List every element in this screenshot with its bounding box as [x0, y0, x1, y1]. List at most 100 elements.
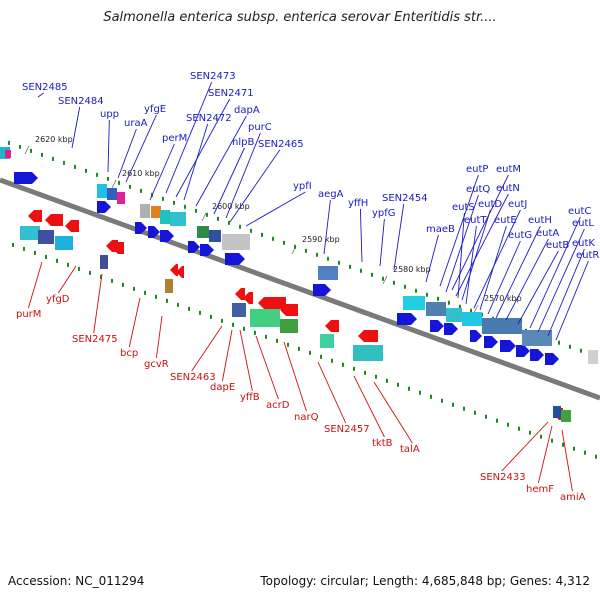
leader-line — [255, 335, 279, 400]
leader-line — [451, 174, 509, 291]
gene-arrow-forward — [148, 226, 160, 238]
tick-mark — [195, 208, 197, 213]
tick-mark — [426, 292, 428, 297]
gene-feature-box — [403, 296, 425, 310]
gene-feature-box — [165, 279, 173, 293]
gene-arrow-reverse — [112, 242, 124, 254]
leader-line — [353, 375, 385, 438]
leader-line — [501, 421, 549, 472]
leader-line — [373, 381, 413, 444]
gene-arrow-forward — [397, 313, 417, 325]
gene-arrow-forward — [516, 345, 530, 357]
leader-line — [547, 248, 585, 337]
gene-feature-box — [209, 230, 221, 242]
leader-line — [107, 119, 110, 173]
tick-mark — [228, 220, 230, 225]
gene-label-eutT: eutT — [464, 215, 487, 226]
scale-leader — [111, 179, 117, 189]
tick-mark — [276, 338, 278, 343]
gene-arrow-forward — [200, 244, 214, 256]
tick-mark — [353, 366, 355, 371]
leader-line — [71, 106, 81, 149]
tick-mark — [166, 298, 168, 303]
gene-arrow-forward — [160, 230, 174, 242]
tick-mark — [349, 264, 351, 269]
gene-label-eutQ: eutQ — [466, 184, 490, 195]
gene-label-eutN: eutN — [496, 183, 520, 194]
gene-label-narQ: narQ — [294, 412, 319, 423]
tick-mark — [459, 304, 461, 309]
tick-marks — [8, 140, 597, 459]
gene-label-perM: perM — [162, 133, 187, 144]
gene-label-dapE: dapE — [210, 382, 235, 393]
leader-line — [393, 203, 405, 271]
gene-arrow-reverse — [176, 266, 184, 278]
scale-label-k2580: 2580 kbp — [393, 265, 431, 274]
leader-line — [537, 425, 553, 484]
tick-mark — [78, 266, 80, 271]
tick-mark — [272, 236, 274, 241]
leader-line — [221, 329, 233, 382]
scale-label-k2620: 2620 kbp — [35, 135, 73, 144]
leader-line — [37, 92, 44, 98]
gene-feature-box — [222, 234, 250, 250]
leader-line — [239, 329, 253, 392]
gene-feature-box — [170, 212, 186, 226]
leader-line — [27, 261, 43, 309]
gene-feature-box — [280, 319, 298, 333]
leader-line — [155, 315, 163, 359]
gene-label-yfgE: yfgE — [144, 104, 166, 115]
tick-mark — [595, 454, 597, 459]
leader-line — [149, 143, 175, 201]
gene-label-bcp: bcp — [120, 348, 138, 359]
gene-arrow-reverse — [280, 304, 298, 316]
gene-label-acrD: acrD — [266, 400, 290, 411]
gene-label-purC: purC — [248, 122, 272, 133]
tick-mark — [140, 188, 142, 193]
tick-mark — [375, 374, 377, 379]
accession-text: Accession: NC_011294 — [8, 574, 145, 588]
tick-mark — [107, 176, 109, 181]
tick-mark — [441, 398, 443, 403]
tick-mark — [529, 430, 531, 435]
tick-mark — [177, 302, 179, 307]
tick-mark — [52, 156, 54, 161]
tick-mark — [305, 248, 307, 253]
leader-line — [505, 238, 549, 321]
tick-mark — [261, 232, 263, 237]
tick-mark — [415, 288, 417, 293]
gene-arrow-forward — [225, 253, 245, 265]
tick-mark — [393, 280, 395, 285]
tick-mark — [250, 228, 252, 233]
tick-mark — [327, 256, 329, 261]
tick-mark — [540, 434, 542, 439]
leader-line — [487, 240, 521, 315]
gene-label-dapA: dapA — [234, 105, 260, 116]
leader-line — [229, 149, 281, 223]
tick-mark — [129, 184, 131, 189]
gene-label-amiA: amiA — [560, 492, 586, 503]
tick-mark — [448, 300, 450, 305]
gene-label-eutP: eutP — [466, 164, 488, 175]
gene-label-eutM: eutM — [496, 164, 521, 175]
tick-mark — [67, 262, 69, 267]
tick-mark — [518, 426, 520, 431]
tick-mark — [221, 318, 223, 323]
tick-mark — [485, 414, 487, 419]
tick-mark — [316, 252, 318, 257]
gene-arrow-reverse — [258, 297, 286, 309]
gene-label-eutK: eutK — [572, 238, 595, 249]
tick-mark — [265, 334, 267, 339]
leader-line — [465, 225, 477, 305]
leader-line — [283, 341, 307, 412]
gene-arrow-forward — [188, 241, 200, 253]
tick-mark — [371, 272, 373, 277]
gene-arrow-reverse — [45, 214, 63, 226]
leader-line — [117, 128, 137, 179]
tick-mark — [56, 258, 58, 263]
gene-feature-box — [553, 406, 561, 418]
leader-line — [323, 199, 331, 255]
leader-line — [175, 98, 231, 198]
leader-line — [213, 147, 245, 215]
